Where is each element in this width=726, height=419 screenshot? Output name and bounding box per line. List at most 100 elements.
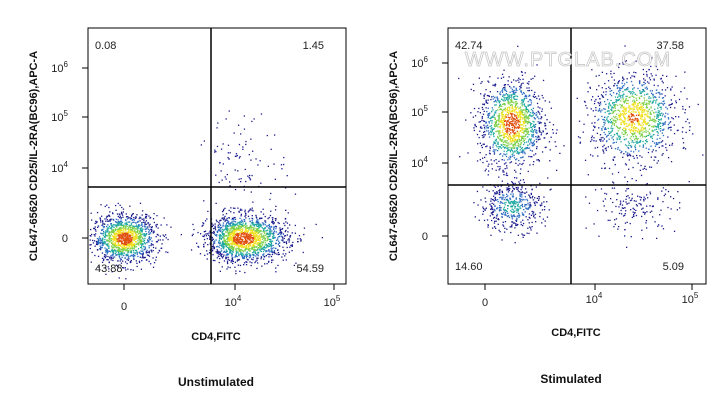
event-dot [121,247,123,249]
event-dot [234,235,236,237]
event-dot [247,215,250,217]
event-dot [259,223,261,225]
event-dot [518,124,521,127]
event-dot [211,232,213,234]
event-dot [250,233,252,235]
event-dot [609,119,612,121]
event-dot [228,110,230,112]
event-dot [112,259,114,262]
event-dot [520,83,523,85]
event-dot [236,260,238,262]
event-dot [95,220,97,222]
event-dot [245,225,247,227]
event-dot [608,121,610,123]
event-dot [488,121,490,123]
event-dot [263,236,265,238]
event-dot [495,125,497,127]
event-dot [128,245,131,247]
event-dot [278,232,280,234]
event-dot [532,135,534,137]
event-dot [126,238,128,240]
event-dot [481,106,483,109]
event-dot [234,218,237,220]
event-dot [622,100,625,103]
event-dot [113,248,116,251]
event-dot [519,146,521,148]
event-dot [101,224,103,226]
event-dot [511,101,513,103]
event-dot [648,103,650,105]
event-dot [113,236,116,238]
event-dot [604,111,606,114]
event-dot [198,246,200,248]
event-dot [519,143,522,146]
event-dot [604,133,606,136]
event-dot [519,121,521,124]
event-dot [498,130,500,132]
event-dot [115,228,117,230]
event-dot [239,245,241,248]
event-dot [480,144,483,147]
event-dot [519,78,521,81]
event-dot [591,122,593,124]
event-dot [214,229,217,231]
event-dot [236,243,238,245]
event-dot [218,241,220,243]
event-dot [153,221,155,224]
event-dot [593,102,596,105]
event-dot [237,228,240,230]
event-dot [102,241,105,244]
event-dot [256,221,259,224]
event-dot [233,245,235,248]
event-dot [485,122,487,124]
event-dot [491,96,493,98]
event-dot [123,234,125,237]
event-dot [228,246,230,248]
event-dot [265,234,267,236]
event-dot [232,227,234,229]
event-dot [228,231,231,234]
event-dot [508,119,510,121]
event-dot [603,144,605,146]
event-dot [245,214,247,216]
event-dot [501,73,504,75]
event-dot [493,142,495,145]
event-dot [499,93,502,96]
event-dot [132,221,134,224]
event-dot [138,230,140,232]
event-dot [637,142,639,144]
event-dot [125,223,128,225]
event-dot [111,230,113,232]
event-dot [523,98,526,100]
event-dot [646,75,648,77]
event-dot [116,247,118,249]
event-dot [516,103,518,105]
event-dot [259,160,261,162]
event-dot [288,238,290,240]
event-dot [118,244,120,246]
event-dot [241,255,243,258]
event-dot [606,118,608,121]
event-dot [666,108,668,110]
event-dot [226,225,228,227]
event-dot [254,235,256,238]
event-dot [230,225,232,227]
event-dot [511,104,513,106]
event-dot [509,136,511,138]
event-dot [138,237,140,239]
event-dot [282,246,284,248]
event-dot [533,93,535,96]
event-dot [504,141,506,143]
event-dot [125,227,127,229]
event-dot [240,251,242,253]
event-dot [281,256,283,258]
event-dot [650,106,652,108]
event-dot [257,248,259,250]
event-dot [497,98,499,100]
event-dot [225,178,227,180]
event-dot [244,215,246,217]
event-dot [123,228,125,230]
event-dot [232,256,234,259]
event-dot [126,232,128,234]
event-dot [231,257,233,259]
